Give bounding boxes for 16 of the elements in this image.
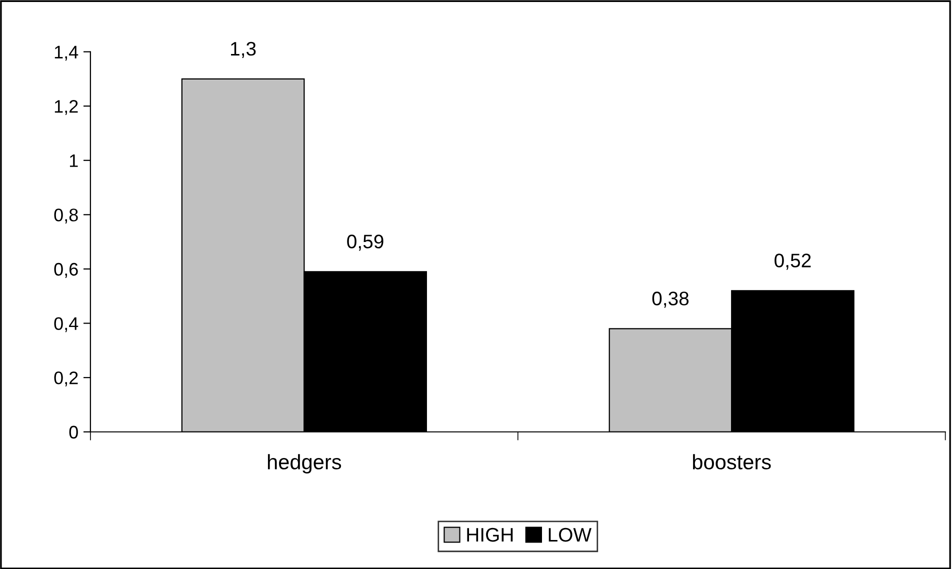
y-tick-label: 0,6 [54,262,78,278]
y-tick-label: 0,4 [54,317,78,332]
x-tick-label: hedgers [268,454,342,474]
y-tick-label: 1 [70,154,78,167]
data-label: 0,38 [652,292,689,308]
legend-label: HIGH [467,528,513,542]
data-label: 0,59 [347,234,384,251]
legend-label: LOW [548,528,592,542]
y-tick-label: 0 [69,426,78,439]
y-tick-label: 1,4 [54,46,78,61]
y-tick-label: 0,2 [54,372,78,386]
data-label: 0,52 [774,254,811,270]
data-label: 1,3 [231,42,256,58]
y-tick-label: 1,2 [54,100,78,115]
x-tick-label: boosters [693,454,771,470]
y-tick-label: 0,8 [54,208,78,224]
